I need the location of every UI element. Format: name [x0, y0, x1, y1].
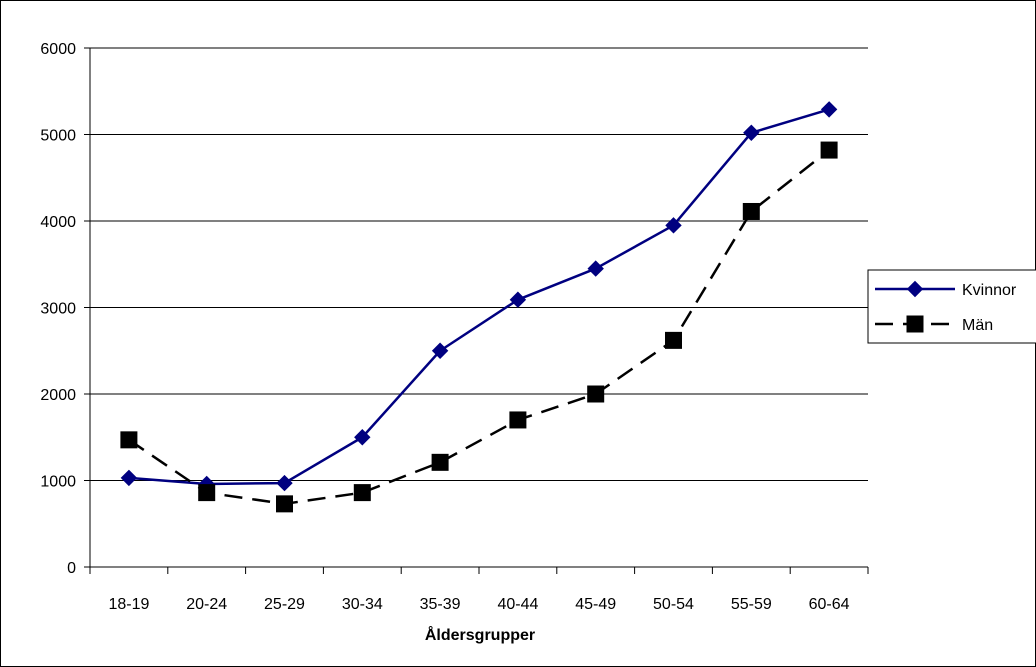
x-tick-label: 60-64 — [809, 596, 850, 613]
x-tick-label: 55-59 — [731, 596, 772, 613]
data-point — [120, 431, 138, 449]
data-point — [587, 385, 605, 403]
x-tick-label: 45-49 — [575, 596, 616, 613]
data-point — [665, 331, 682, 349]
plot-area-series — [120, 101, 838, 513]
data-point — [354, 429, 371, 446]
legend-marker — [906, 315, 924, 333]
data-point — [120, 469, 138, 487]
x-tick-label: 40-44 — [497, 596, 538, 613]
data-point — [743, 124, 760, 141]
data-point — [509, 291, 527, 308]
gridlines — [90, 47, 868, 481]
y-tick-label: 6000 — [40, 41, 76, 58]
data-point — [820, 101, 838, 118]
legend-entry: Kvinnor — [875, 280, 1017, 299]
legend-label: Kvinnor — [962, 282, 1017, 299]
y-tick-label: 0 — [67, 560, 76, 577]
legend-entry: Män — [875, 315, 993, 334]
data-point — [431, 453, 449, 471]
y-tick-label: 1000 — [40, 474, 76, 491]
x-tick-label: 35-39 — [420, 596, 461, 613]
series-line — [128, 149, 830, 506]
x-tick-label: 25-29 — [264, 596, 305, 613]
y-tick-label: 2000 — [40, 387, 76, 404]
data-point — [353, 484, 371, 502]
data-point — [665, 217, 682, 234]
data-point — [509, 411, 527, 429]
x-axis-title: Åldersgrupper — [425, 625, 535, 644]
legend-label: Män — [962, 317, 993, 334]
series-line — [128, 108, 830, 486]
y-tick-label: 4000 — [40, 214, 76, 231]
data-point — [431, 342, 449, 359]
legend-marker — [906, 280, 924, 298]
axes: 0 1000 2000 3000 4000 5000 6000 18-19 20-24 25-29… — [40, 41, 869, 613]
y-tick-label: 5000 — [40, 128, 76, 145]
series-0 — [120, 101, 838, 493]
x-tick-label: 20-24 — [186, 596, 227, 613]
legend-box — [867, 269, 1036, 344]
data-point — [587, 260, 604, 277]
data-point — [276, 474, 293, 492]
legend: Kvinnor Män — [867, 269, 1036, 344]
x-tick-label: 18-19 — [108, 596, 149, 613]
x-tick-label: 30-34 — [342, 596, 383, 613]
data-point — [276, 495, 293, 513]
data-point — [198, 484, 216, 502]
series-1 — [120, 141, 838, 513]
x-tick-label: 50-54 — [653, 596, 694, 613]
data-point — [742, 202, 760, 220]
data-point — [820, 141, 838, 159]
y-tick-label: 3000 — [40, 301, 76, 318]
